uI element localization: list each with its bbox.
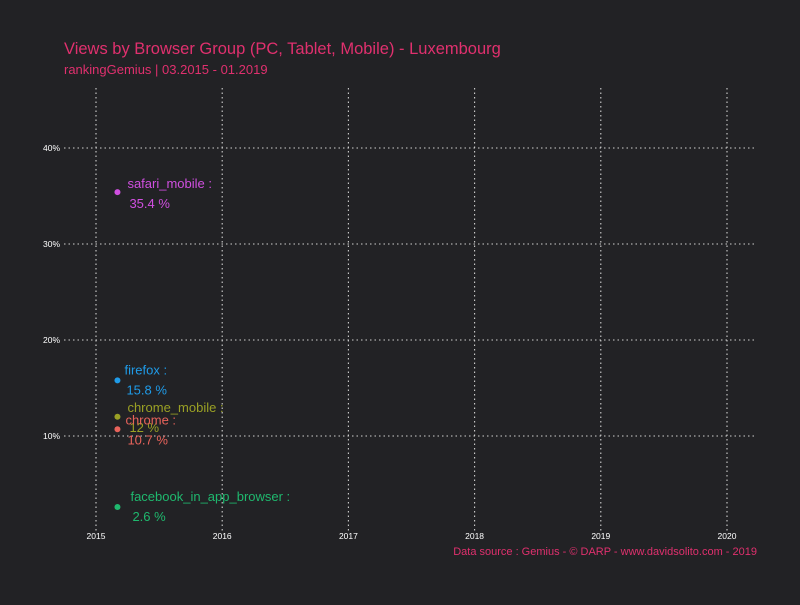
point-label: firefox : [124,362,167,377]
chart-subtitle: rankingGemius | 03.2015 - 01.2019 [64,62,268,77]
x-tick-label: 2015 [87,531,106,541]
point-chrome-mobile [114,413,121,420]
data-points: safari_mobile : 35.4 % firefox : 15.8 % chro… [114,176,290,524]
grid [64,88,757,532]
chart-title: Views by Browser Group (PC, Tablet, Mobi… [64,40,501,58]
point-chrome [114,426,121,433]
y-tick-label: 10% [43,431,60,441]
value-label: 15.8 % [126,382,167,397]
axis-ticks: 2015 2016 2017 2018 2019 2020 10% 20% 30% 40% [43,143,737,541]
point-safari-mobile [114,189,121,196]
x-tick-label: 2017 [339,531,358,541]
point-label: facebook_in_app_browser : [130,489,290,504]
x-tick-label: 2020 [718,531,737,541]
y-tick-label: 30% [43,239,60,249]
point-facebook-in-app-browser [114,504,121,511]
point-firefox [114,377,121,384]
chart-caption: Data source : Gemius - © DARP - www.davi… [453,546,757,558]
value-label: 35.4 % [129,196,170,211]
x-tick-label: 2016 [213,531,232,541]
point-label: chrome_mobile : [127,400,223,415]
y-tick-label: 40% [43,143,60,153]
value-label: 10.7 % [127,432,168,447]
x-tick-label: 2018 [465,531,484,541]
value-label: 2.6 % [132,509,166,524]
value-label: 12 % [129,420,159,435]
y-tick-label: 20% [43,335,60,345]
point-label: safari_mobile : [127,176,212,191]
x-tick-label: 2019 [591,531,610,541]
point-label: chrome : [125,412,176,427]
